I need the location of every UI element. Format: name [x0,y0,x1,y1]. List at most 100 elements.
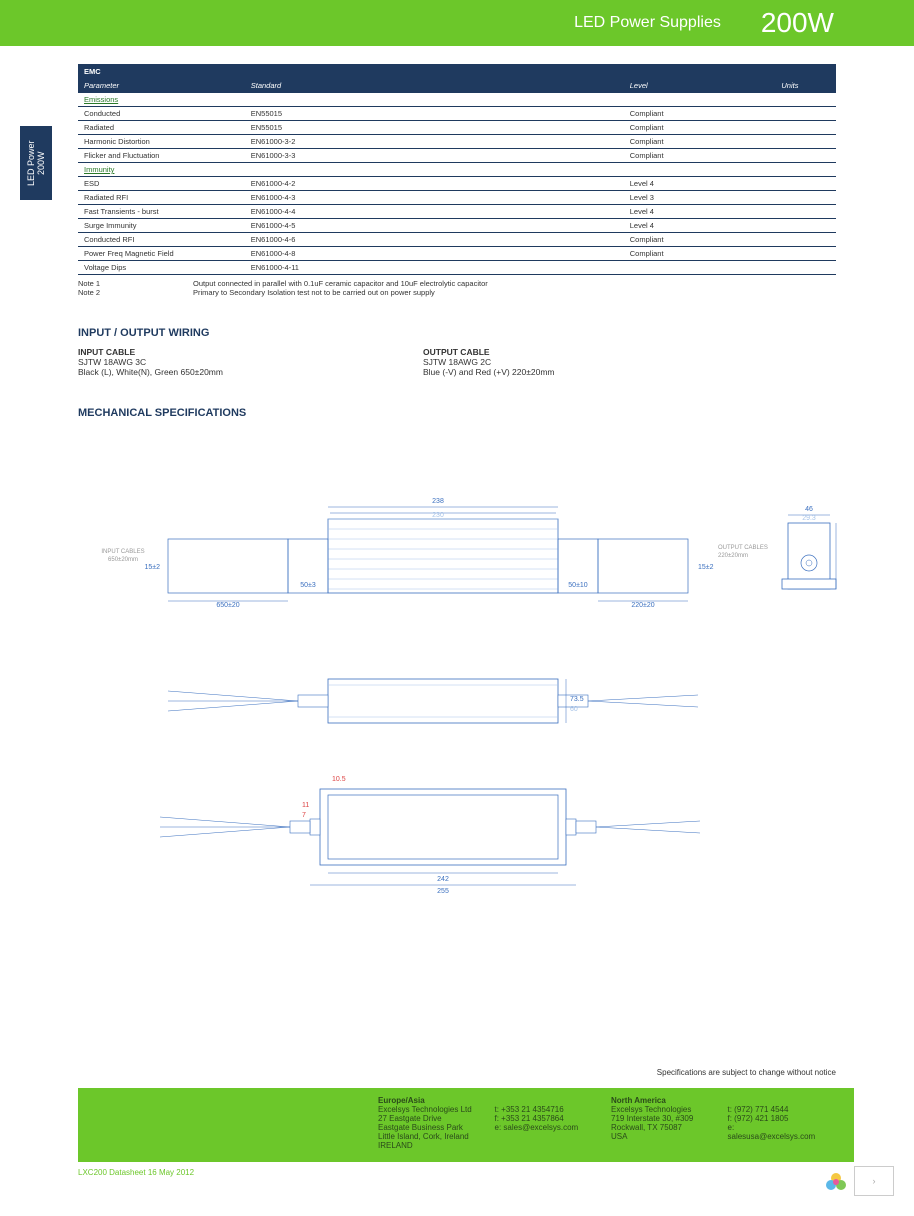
cell-level: Compliant [624,149,776,163]
cell-parameter: Power Freq Magnetic Field [78,247,245,261]
svg-text:50±3: 50±3 [300,582,316,589]
cell-level: Level 4 [624,205,776,219]
cell-standard: EN61000-4-2 [245,177,624,191]
top-header: LED Power Supplies 200W [0,0,914,46]
svg-text:242: 242 [437,876,449,883]
footer-europe-contact: t: +353 21 4354716 f: +353 21 4357864 e:… [485,1096,602,1154]
footer-eu-l1: Excelsys Technologies Ltd [378,1105,475,1114]
footer-na-email: e: salesusa@excelsys.com [728,1123,825,1141]
cell-units [775,219,836,233]
subheading-cell: Immunity [78,163,836,177]
table-row: Surge ImmunityEN61000-4-5Level 4 [78,219,836,233]
cell-standard: EN61000-4-5 [245,219,624,233]
cell-standard: EN61000-4-3 [245,191,624,205]
svg-text:15±2: 15±2 [144,564,160,571]
svg-text:INPUT CABLES: INPUT CABLES [101,549,144,555]
main-content: EMC Parameter Standard Level Units Emiss… [0,46,914,929]
table-row: Harmonic DistortionEN61000-3-2Compliant [78,135,836,149]
cell-parameter: Radiated RFI [78,191,245,205]
cell-level: Level 3 [624,191,776,205]
output-cable-spec1: SJTW 18AWG 2C [423,357,768,367]
cell-level: Compliant [624,247,776,261]
header-title: LED Power Supplies [574,14,721,32]
svg-text:10.5: 10.5 [332,776,346,783]
footer-eu-l3: Eastgate Business Park [378,1123,475,1132]
footer-na-l2: 719 Interstate 30, #309 [611,1114,708,1123]
svg-text:29.3: 29.3 [802,515,816,522]
table-row: ConductedEN55015Compliant [78,107,836,121]
wiring-heading: INPUT / OUTPUT WIRING [78,327,836,339]
cell-standard: EN61000-4-4 [245,205,624,219]
table-row: Conducted RFIEN61000-4-6Compliant [78,233,836,247]
cell-units [775,247,836,261]
table-subheading-row: Emissions [78,93,836,107]
page-flower-icon [822,1168,850,1196]
document-reference: LXC200 Datasheet 16 May 2012 [78,1168,194,1177]
note-text: Output connected in parallel with 0.1uF … [193,279,488,288]
note-line: Note 1Output connected in parallel with … [78,279,836,288]
table-notes: Note 1Output connected in parallel with … [78,279,836,297]
footer-eu-fax: f: +353 21 4357864 [495,1114,592,1123]
col-parameter: Parameter [78,79,245,93]
input-cable-spec1: SJTW 18AWG 3C [78,357,423,367]
cell-parameter: Harmonic Distortion [78,135,245,149]
cell-level: Level 4 [624,177,776,191]
table-row: Voltage DipsEN61000-4-11 [78,261,836,275]
cell-units [775,233,836,247]
table-row: Power Freq Magnetic FieldEN61000-4-8Comp… [78,247,836,261]
footer-europe: Europe/Asia Excelsys Technologies Ltd 27… [368,1096,485,1154]
cell-parameter: Conducted [78,107,245,121]
footer-eu-heading: Europe/Asia [378,1096,475,1105]
footer-eu-l4: Little Island, Cork, Ireland [378,1132,475,1141]
table-heading-row: EMC [78,64,836,79]
footer-na-l4: USA [611,1132,708,1141]
table-row: Flicker and FluctuationEN61000-3-3Compli… [78,149,836,163]
cell-units [775,177,836,191]
mechanical-heading: MECHANICAL SPECIFICATIONS [78,407,836,419]
side-tab-text: LED Power200W [26,140,46,186]
svg-text:11: 11 [302,802,309,809]
cell-parameter: Voltage Dips [78,261,245,275]
note-label: Note 2 [78,288,193,297]
cell-units [775,205,836,219]
svg-text:220±20: 220±20 [631,602,654,609]
footer-eu-l5: IRELAND [378,1141,475,1150]
output-cable-col: OUTPUT CABLE SJTW 18AWG 2C Blue (-V) and… [423,347,768,377]
svg-text:220±20mm: 220±20mm [718,553,748,559]
svg-text:46: 46 [805,506,813,513]
footer-eu-l2: 27 Eastgate Drive [378,1114,475,1123]
cell-units [775,261,836,275]
mechanical-drawings: 238 230 650±20 50±3 15±2 INPUT CABLES 65… [78,449,836,929]
cell-standard: EN61000-4-11 [245,261,624,275]
cell-parameter: Fast Transients - burst [78,205,245,219]
input-cable-heading: INPUT CABLE [78,347,423,357]
svg-text:230: 230 [432,512,444,519]
output-cable-heading: OUTPUT CABLE [423,347,768,357]
cell-standard: EN61000-3-2 [245,135,624,149]
svg-text:73.5: 73.5 [570,696,584,703]
col-level: Level [624,79,776,93]
wiring-block: INPUT CABLE SJTW 18AWG 3C Black (L), Whi… [78,347,836,377]
table-row: ESDEN61000-4-2Level 4 [78,177,836,191]
note-text: Primary to Secondary Isolation test not … [193,288,435,297]
footer-na-heading: North America [611,1096,708,1105]
next-page-button[interactable]: › [854,1166,894,1196]
cell-parameter: Radiated [78,121,245,135]
cell-level: Compliant [624,107,776,121]
cell-standard: EN55015 [245,107,624,121]
table-subheading-row: Immunity [78,163,836,177]
cell-standard: EN61000-3-3 [245,149,624,163]
svg-text:50±10: 50±10 [568,582,588,589]
cell-units [775,149,836,163]
table-row: Fast Transients - burstEN61000-4-4Level … [78,205,836,219]
note-line: Note 2Primary to Secondary Isolation tes… [78,288,836,297]
cell-parameter: ESD [78,177,245,191]
footer-na-l1: Excelsys Technologies [611,1105,708,1114]
input-cable-col: INPUT CABLE SJTW 18AWG 3C Black (L), Whi… [78,347,423,377]
col-standard: Standard [245,79,624,93]
cell-units [775,191,836,205]
header-wattage: 200W [761,7,834,39]
svg-text:15±2: 15±2 [698,564,714,571]
footer-na-contact: t: (972) 771 4544 f: (972) 421 1805 e: s… [718,1096,835,1154]
output-cable-spec2: Blue (-V) and Red (+V) 220±20mm [423,367,768,377]
